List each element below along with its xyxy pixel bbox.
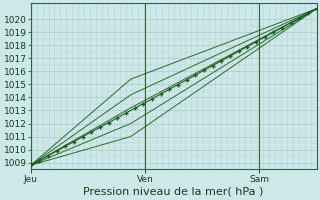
X-axis label: Pression niveau de la mer( hPa ): Pression niveau de la mer( hPa ) <box>84 187 264 197</box>
